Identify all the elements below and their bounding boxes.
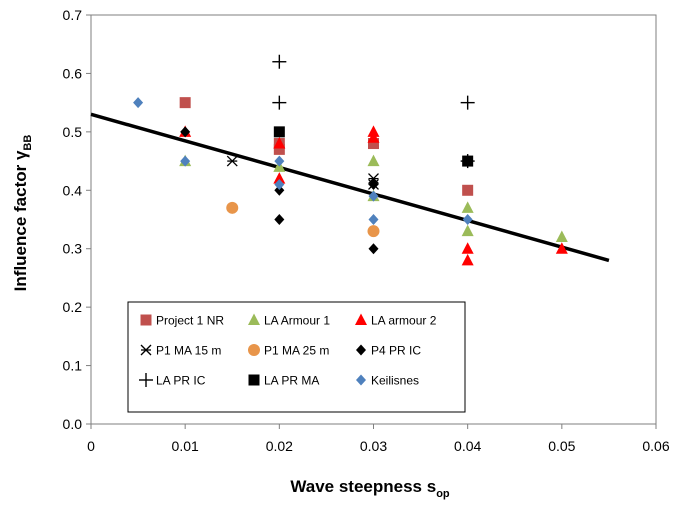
legend-marker (355, 313, 367, 325)
data-point (368, 173, 379, 185)
data-point (272, 95, 287, 110)
legend-marker (140, 314, 152, 326)
legend-marker (248, 374, 260, 386)
x-tick-label: 0.05 (548, 438, 575, 454)
legend-label: P1 MA 25 m (264, 344, 329, 358)
legend-label: Keilisnes (371, 374, 419, 388)
legend-label: LA armour 2 (371, 314, 437, 328)
data-point (273, 137, 286, 149)
data-point (274, 184, 285, 196)
data-point (368, 190, 379, 202)
y-axis-title: Influence factor γBB (11, 135, 34, 292)
y-axis: 0.0 0.1 0.2 0.3 0.4 0.5 0.6 0.7 (63, 7, 91, 432)
legend-item: LA armour 2 (355, 313, 437, 328)
data-point (462, 184, 474, 196)
x-tick-label: 0.04 (454, 438, 481, 454)
data-point (274, 155, 285, 167)
data-point (273, 143, 285, 155)
legend-label: Project 1 NR (156, 314, 224, 328)
data-point (180, 155, 191, 167)
data-point (367, 154, 380, 167)
data-point (462, 155, 474, 167)
legend-marker (248, 313, 260, 325)
data-point (273, 172, 286, 184)
legend-label: LA PR MA (264, 374, 319, 388)
data-point (272, 54, 287, 69)
y-tick-label: 0.6 (63, 65, 83, 81)
data-point (368, 138, 379, 150)
data-point (368, 178, 379, 190)
data-point (274, 178, 285, 190)
data-point (461, 253, 474, 266)
trend-line (90, 112, 610, 263)
y-tick-label: 0.4 (63, 182, 83, 198)
data-points-layer (133, 54, 568, 266)
legend-item: P4 PR IC (356, 344, 421, 358)
data-point (367, 225, 380, 238)
legend-label: P1 MA 15 m (156, 344, 221, 358)
data-point (461, 201, 474, 213)
data-point (274, 214, 285, 225)
legend-item: P1 MA 25 m (248, 344, 329, 358)
y-tick-label: 0.5 (63, 124, 83, 140)
data-point (462, 214, 473, 225)
data-point (367, 131, 380, 143)
x-axis: 0 0.01 0.02 0.03 0.04 0.05 0.06 (87, 424, 670, 454)
x-axis-title: Wave steepness sop (290, 477, 450, 500)
legend-item: LA PR MA (248, 374, 319, 388)
legend: Project 1 NR LA Armour 1 LA armour 2 P1 MA … (127, 301, 466, 413)
y-tick-label: 0.3 (63, 241, 83, 257)
y-tick-label: 0.0 (63, 416, 83, 432)
data-point (368, 214, 379, 225)
y-tick-label: 0.7 (63, 7, 83, 23)
legend-marker (248, 344, 260, 356)
legend-marker (139, 373, 153, 387)
y-tick-label: 0.1 (63, 358, 83, 374)
legend-item: LA Armour 1 (248, 313, 330, 328)
x-tick-label: 0.01 (172, 438, 199, 454)
data-point (133, 97, 144, 109)
legend-marker (356, 374, 366, 386)
data-point (555, 230, 568, 243)
data-point (226, 201, 239, 214)
x-tick-label: 0 (87, 438, 95, 454)
legend-item: LA PR IC (139, 373, 206, 388)
legend-marker (356, 344, 366, 356)
data-point (273, 126, 285, 138)
legend-label: P4 PR IC (371, 344, 421, 358)
x-tick-label: 0.02 (266, 438, 293, 454)
x-tick-label: 0.06 (642, 438, 669, 454)
data-point (368, 243, 379, 255)
data-point (555, 242, 568, 254)
legend-item: Keilisnes (356, 374, 419, 388)
data-point (460, 95, 475, 110)
legend-marker (140, 344, 152, 356)
data-point (461, 224, 474, 237)
legend-label: LA PR IC (156, 374, 206, 388)
y-tick-label: 0.2 (63, 299, 83, 315)
data-point (179, 97, 191, 109)
legend-box (127, 301, 466, 413)
legend-label: LA Armour 1 (264, 314, 330, 328)
data-point (180, 126, 191, 138)
data-point (226, 155, 238, 167)
x-tick-label: 0.03 (360, 438, 387, 454)
data-point (461, 242, 474, 254)
trend-line-layer (90, 112, 610, 263)
legend-item: P1 MA 15 m (140, 344, 221, 358)
data-point (367, 125, 380, 137)
legend-item: Project 1 NR (140, 314, 224, 328)
